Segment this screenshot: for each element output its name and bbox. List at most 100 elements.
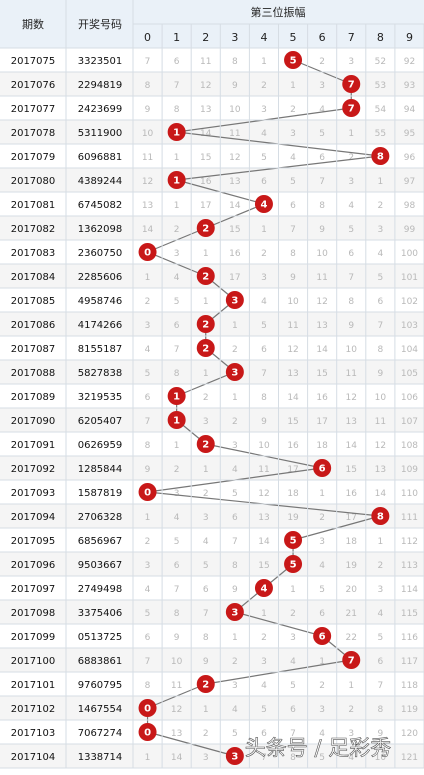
miss-count-cell: 3	[319, 537, 325, 547]
table-row: 2017099 0513725 6 9 8 1 2 3 22 5 116	[0, 624, 424, 648]
miss-count-cell: 4	[377, 609, 383, 619]
draw-number-cell: 2706328	[78, 512, 123, 523]
miss-count-cell: 8	[145, 681, 151, 691]
hit-ball-circle	[138, 699, 157, 717]
miss-count-cell: 2	[377, 561, 383, 571]
miss-count-cell: 8	[174, 369, 180, 379]
miss-count-cell: 3	[377, 585, 383, 595]
miss-count-cell: 3	[174, 249, 180, 259]
miss-count-cell: 5	[319, 129, 325, 139]
draw-number-cell: 8155187	[78, 344, 123, 355]
hit-ball-circle	[313, 459, 332, 477]
draw-number-cell: 6205407	[78, 416, 123, 427]
miss-count-cell: 6	[174, 321, 180, 331]
hit-ball: 1	[167, 123, 186, 141]
hit-ball-digit: 2	[202, 224, 209, 235]
miss-count-cell: 5	[348, 225, 354, 235]
table-row: 2017076 2294819 8 7 12 9 2 1 3 53 93	[0, 72, 424, 96]
miss-count-cell: 118	[401, 681, 418, 691]
miss-count-cell: 4	[377, 249, 383, 259]
miss-count-cell: 12	[142, 177, 153, 187]
hit-ball-circle	[371, 147, 390, 165]
table-row: 2017096 9503667 3 6 5 8 15 4 19 2 113	[0, 552, 424, 576]
table-row: 2017095 6856967 2 5 4 7 14 3 18 1 112	[0, 528, 424, 552]
hit-ball-digit: 4	[260, 200, 267, 211]
miss-count-cell: 8	[232, 57, 238, 67]
miss-count-cell: 4	[348, 201, 354, 211]
miss-count-cell: 6	[290, 705, 296, 715]
miss-count-cell: 1	[319, 489, 325, 499]
row-background	[0, 552, 424, 576]
miss-count-cell: 3	[203, 753, 209, 763]
miss-count-cell: 1	[145, 753, 151, 763]
miss-count-cell: 1	[203, 369, 209, 379]
table-row: 2017104 1338714 1 14 3 7 8 5 4 10 121	[0, 744, 424, 768]
miss-count-cell: 15	[229, 225, 240, 235]
hit-ball: 2	[196, 219, 215, 237]
miss-count-cell: 14	[287, 393, 299, 403]
draw-number-cell: 3219535	[78, 392, 123, 403]
draw-number-cell: 2285606	[78, 272, 123, 283]
table-row: 2017081 6745082 13 1 17 14 6 8 4 2 98	[0, 192, 424, 216]
miss-count-cell: 18	[346, 537, 358, 547]
miss-count-cell: 119	[401, 705, 418, 715]
miss-count-cell: 8	[377, 705, 383, 715]
miss-count-cell: 1	[174, 201, 180, 211]
miss-count-cell: 1	[319, 657, 325, 667]
miss-count-cell: 2	[290, 105, 296, 115]
miss-count-cell: 3	[145, 321, 151, 331]
miss-count-cell: 11	[258, 465, 269, 475]
miss-count-cell: 3	[377, 225, 383, 235]
draw-number-cell: 1285844	[78, 464, 123, 475]
miss-count-cell: 6	[319, 153, 325, 163]
table-row: 2017098 3375406 5 8 7 1 2 6 21 4 115	[0, 600, 424, 624]
miss-count-cell: 4	[174, 273, 180, 283]
miss-count-cell: 6	[232, 513, 238, 523]
period-cell: 2017095	[11, 536, 56, 547]
miss-count-cell: 9	[232, 81, 238, 91]
miss-count-cell: 10	[375, 753, 387, 763]
miss-count-cell: 3	[348, 729, 354, 739]
period-cell: 2017089	[11, 392, 56, 403]
hit-ball-digit: 8	[377, 512, 384, 523]
miss-count-cell: 98	[404, 201, 416, 211]
miss-count-cell: 7	[174, 81, 180, 91]
miss-count-cell: 7	[261, 369, 267, 379]
miss-count-cell: 2	[377, 201, 383, 211]
hit-ball-circle	[167, 387, 186, 405]
miss-count-cell: 4	[261, 297, 267, 307]
period-cell: 2017075	[11, 56, 56, 67]
period-cell: 2017103	[11, 728, 56, 739]
miss-count-cell: 13	[287, 369, 298, 379]
row-background	[0, 48, 424, 72]
miss-count-cell: 3	[348, 57, 354, 67]
period-cell: 2017102	[11, 704, 56, 715]
hit-ball-digit: 6	[319, 464, 326, 475]
hit-ball-digit: 5	[290, 536, 297, 547]
hit-ball-digit: 2	[202, 440, 209, 451]
miss-count-cell: 1	[145, 513, 151, 523]
miss-count-cell: 14	[346, 441, 358, 451]
draw-number-cell: 3323501	[78, 56, 123, 67]
miss-count-cell: 12	[287, 345, 298, 355]
period-cell: 2017078	[11, 128, 56, 139]
miss-count-cell: 11	[200, 57, 211, 67]
miss-count-cell: 4	[174, 513, 180, 523]
hit-ball-circle	[138, 243, 157, 261]
hit-ball-digit: 4	[260, 584, 267, 595]
hit-ball-digit: 2	[202, 320, 209, 331]
hit-ball-circle	[196, 219, 215, 237]
miss-count-cell: 9	[348, 321, 354, 331]
miss-count-cell: 2	[145, 537, 151, 547]
table-row: 2017094 2706328 1 4 3 6 13 19 2 17 111	[0, 504, 424, 528]
hit-ball-digit: 8	[377, 152, 384, 163]
miss-count-cell: 17	[346, 513, 357, 523]
miss-count-cell: 9	[261, 417, 267, 427]
miss-count-cell: 4	[290, 657, 296, 667]
miss-count-cell: 3	[261, 105, 267, 115]
miss-count-cell: 12	[171, 705, 182, 715]
miss-count-cell: 1	[290, 81, 296, 91]
miss-count-cell: 112	[401, 537, 418, 547]
miss-count-cell: 16	[287, 441, 299, 451]
